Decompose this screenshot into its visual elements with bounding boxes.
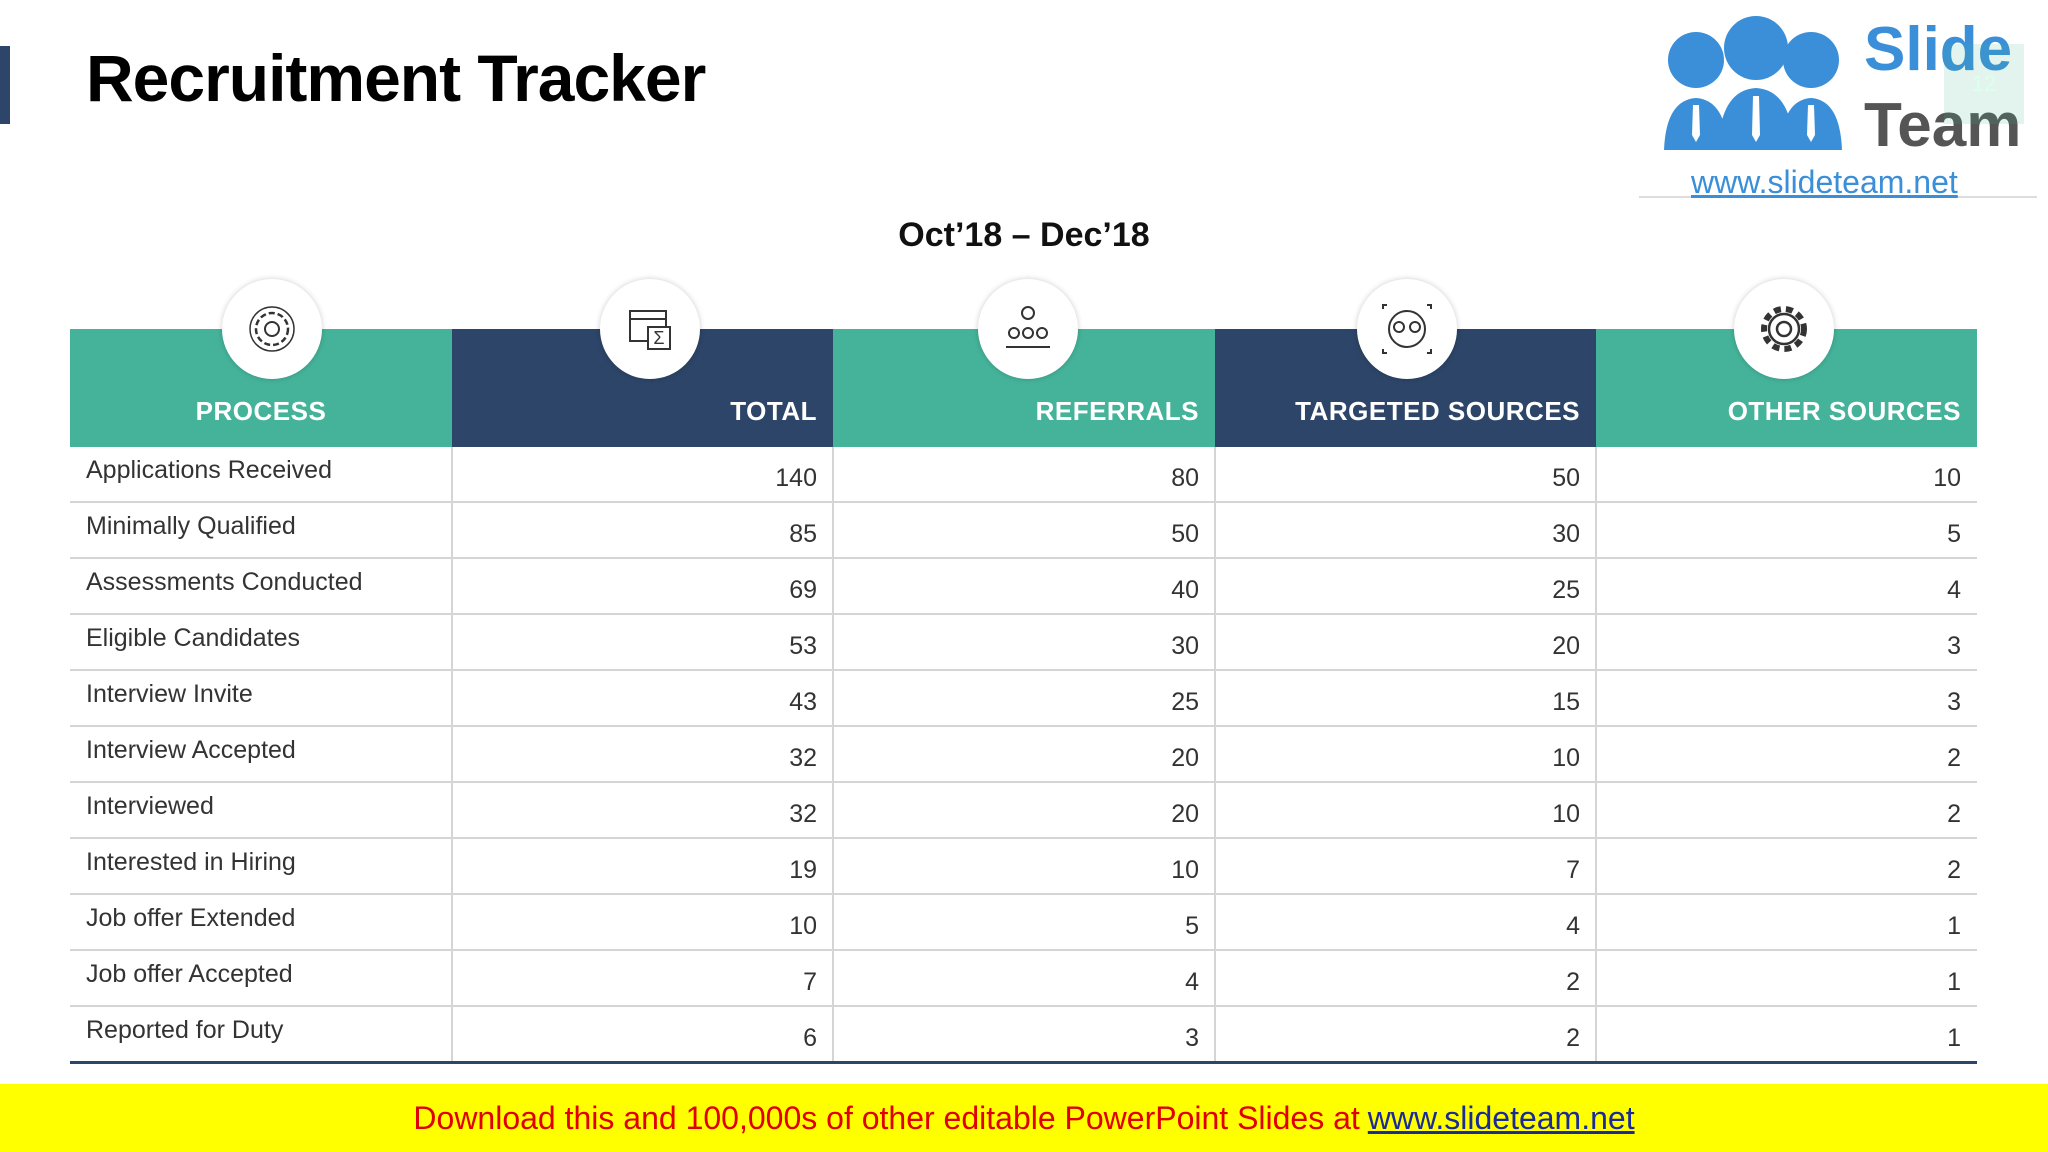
column-icon [222,279,322,379]
cell-value: 53 [452,615,833,671]
row-label: Interview Accepted [70,727,452,783]
cell-value: 2 [1596,839,1977,895]
icon-graphic [1006,306,1050,348]
row-label: Interview Invite [70,671,452,727]
cell-value: 20 [833,783,1215,839]
column-divider [1214,447,1216,1063]
logo-word: Team [1864,91,2022,160]
accent-bar [0,46,10,124]
table-bottom-rule [70,1061,1977,1064]
cell-value: 40 [833,559,1215,615]
cell-value: 2 [1596,783,1977,839]
cell-value: 10 [1215,727,1596,783]
banner: Download this and 100,000s of other edit… [0,1084,2048,1152]
row-label: Reported for Duty [70,1007,452,1063]
cell-value: 15 [1215,671,1596,727]
cell-value: 3 [1596,671,1977,727]
row-label: Interviewed [70,783,452,839]
svg-text:Σ: Σ [653,328,664,348]
cell-value: 32 [452,783,833,839]
icon-graphic [249,306,295,352]
cell-value: 85 [452,503,833,559]
cell-value: 80 [833,447,1215,503]
column-icon [978,279,1078,379]
logo-url: www.slideteam.net [1691,164,1958,200]
cell-value: 1 [1596,951,1977,1007]
cell-value: 3 [833,1007,1215,1063]
cell-value: 25 [1215,559,1596,615]
column-divider [1595,447,1597,1063]
row-label: Applications Received [70,447,452,503]
row-label: Minimally Qualified [70,503,452,559]
logo-word: Slide [1864,15,2013,84]
cell-value: 50 [1215,447,1596,503]
column-icon [1734,279,1834,379]
row-label: Job offer Accepted [70,951,452,1007]
icon-graphic: Σ [629,310,671,350]
cell-value: 7 [452,951,833,1007]
cell-value: 6 [452,1007,833,1063]
logo-people [1664,16,1842,150]
cell-value: 2 [1596,727,1977,783]
cell-value: 20 [1215,615,1596,671]
cell-value: 1 [1596,895,1977,951]
cell-value: 4 [833,951,1215,1007]
subtitle: Oct’18 – Dec’18 [898,216,1150,254]
cell-value: 5 [1596,503,1977,559]
row-label: Interested in Hiring [70,839,452,895]
cell-value: 43 [452,671,833,727]
icon-graphic [1382,304,1432,354]
cell-value: 3 [1596,615,1977,671]
row-label: Job offer Extended [70,895,452,951]
title: Recruitment Tracker [86,41,706,115]
cell-value: 32 [452,727,833,783]
cell-value: 4 [1215,895,1596,951]
banner-text: Download this and 100,000s of other edit… [413,1099,1360,1136]
slide-number: 12 [1944,44,2024,124]
cell-value: 10 [452,895,833,951]
row-label: Eligible Candidates [70,615,452,671]
column-header: REFERRALS [833,329,1215,447]
icon-graphic [1761,306,1807,352]
banner-link[interactable]: www.slideteam.net [1367,1099,1635,1136]
cell-value: 10 [1596,447,1977,503]
cell-value: 10 [1215,783,1596,839]
cell-value: 20 [833,727,1215,783]
cell-value: 4 [1596,559,1977,615]
cell-value: 5 [833,895,1215,951]
cell-value: 2 [1215,1007,1596,1063]
cell-value: 50 [833,503,1215,559]
column-icon [1357,279,1457,379]
cell-value: 25 [833,671,1215,727]
cell-value: 19 [452,839,833,895]
cell-value: 10 [833,839,1215,895]
cell-value: 30 [833,615,1215,671]
logo: Slide Team www.slideteam.net 12 [1639,0,2037,200]
row-label: Assessments Conducted [70,559,452,615]
column-header: PROCESS [70,329,452,447]
cell-value: 69 [452,559,833,615]
cell-value: 2 [1215,951,1596,1007]
column-icon: Σ [600,279,700,379]
cell-value: 1 [1596,1007,1977,1063]
cell-value: 30 [1215,503,1596,559]
cell-value: 7 [1215,839,1596,895]
cell-value: 140 [452,447,833,503]
column-divider [451,447,453,1063]
column-divider [832,447,834,1063]
